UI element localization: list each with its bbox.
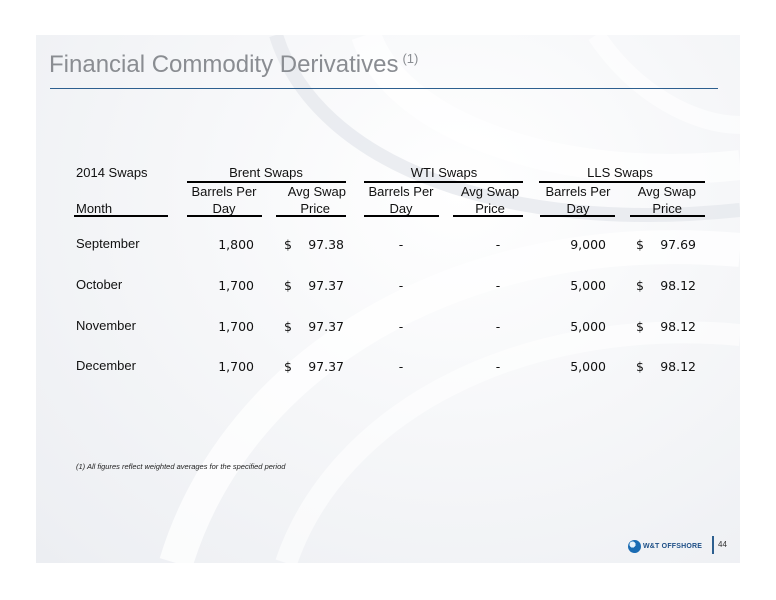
cell-wti-price: - [495, 359, 501, 374]
header-year: 2014 Swaps [76, 165, 148, 180]
underline-brent-bpd [187, 215, 262, 217]
cell-wti-price: - [495, 237, 501, 252]
cell-lls-price: 98.12 [660, 278, 696, 293]
title-divider [50, 88, 718, 89]
col-header-brent-price-2: Price [300, 201, 330, 216]
col-header-lls-bpd-2: Day [566, 201, 590, 216]
cell-lls-bpd: 5,000 [570, 319, 606, 334]
col-header-wti-price-2: Price [475, 201, 505, 216]
title-footnote-ref: (1) [402, 51, 419, 66]
underline-wti-bpd [364, 215, 439, 217]
cell-brent-price: 97.37 [308, 359, 344, 374]
col-header-wti-bpd-2: Day [389, 201, 413, 216]
group-underline-wti [364, 181, 523, 183]
cell-brent-bpd: 1,700 [218, 319, 254, 334]
underline-brent-price [276, 215, 346, 217]
row-month: October [76, 277, 123, 292]
cell-lls-currency: $ [636, 319, 644, 334]
col-header-brent-price-1: Avg Swap [287, 184, 346, 199]
cell-wti-bpd: - [398, 359, 404, 374]
row-month: September [76, 236, 140, 251]
slide: Financial Commodity Derivatives (1) 2014 … [36, 35, 740, 563]
cell-lls-bpd: 9,000 [570, 237, 606, 252]
group-underline-lls [539, 181, 705, 183]
cell-brent-price: 97.38 [308, 237, 344, 252]
underline-lls-price [630, 215, 705, 217]
col-header-month: Month [76, 201, 113, 216]
cell-wti-bpd: - [398, 278, 404, 293]
cell-wti-bpd: - [398, 237, 404, 252]
group-header-wti: WTI Swaps [410, 165, 478, 180]
cell-brent-price: 97.37 [308, 278, 344, 293]
col-header-lls-price-2: Price [652, 201, 682, 216]
logo-text: W&T OFFSHORE [643, 543, 703, 550]
row-month: November [76, 318, 136, 333]
cell-wti-price: - [495, 278, 501, 293]
row-month: December [76, 358, 136, 373]
cell-lls-currency: $ [636, 237, 644, 252]
underline-month [74, 215, 168, 217]
cell-lls-price: 98.12 [660, 359, 696, 374]
group-underline-brent [187, 181, 346, 183]
col-header-wti-price-1: Avg Swap [460, 184, 520, 199]
col-header-wti-bpd-1: Barrels Per [368, 184, 434, 199]
page-title: Financial Commodity Derivatives (1) [49, 51, 419, 78]
cell-brent-currency: $ [284, 319, 292, 334]
cell-lls-currency: $ [636, 278, 644, 293]
col-header-lls-price-1: Avg Swap [637, 184, 696, 199]
cell-brent-currency: $ [284, 359, 292, 374]
cell-lls-price: 97.69 [660, 237, 696, 252]
company-logo: W&T OFFSHORE [628, 540, 702, 553]
cell-brent-bpd: 1,800 [218, 237, 254, 252]
col-header-brent-bpd-1: Barrels Per [191, 184, 257, 199]
col-header-lls-bpd-1: Barrels Per [545, 184, 611, 199]
underline-wti-price [453, 215, 523, 217]
cell-brent-price: 97.37 [308, 319, 344, 334]
cell-lls-price: 98.12 [660, 319, 696, 334]
cell-lls-bpd: 5,000 [570, 278, 606, 293]
group-header-brent: Brent Swaps [229, 165, 303, 180]
cell-lls-currency: $ [636, 359, 644, 374]
cell-brent-bpd: 1,700 [218, 278, 254, 293]
cell-brent-bpd: 1,700 [218, 359, 254, 374]
page-number: 44 [718, 540, 727, 549]
underline-lls-bpd [540, 215, 615, 217]
cell-lls-bpd: 5,000 [570, 359, 606, 374]
page-number-divider [712, 536, 714, 554]
cell-brent-currency: $ [284, 237, 292, 252]
globe-icon [628, 540, 641, 553]
footnote: (1) All figures reflect weighted average… [76, 462, 286, 471]
cell-wti-bpd: - [398, 319, 404, 334]
col-header-brent-bpd-2: Day [212, 201, 236, 216]
cell-wti-price: - [495, 319, 501, 334]
cell-brent-currency: $ [284, 278, 292, 293]
group-header-lls: LLS Swaps [587, 165, 653, 180]
background-swirl [159, 35, 740, 563]
